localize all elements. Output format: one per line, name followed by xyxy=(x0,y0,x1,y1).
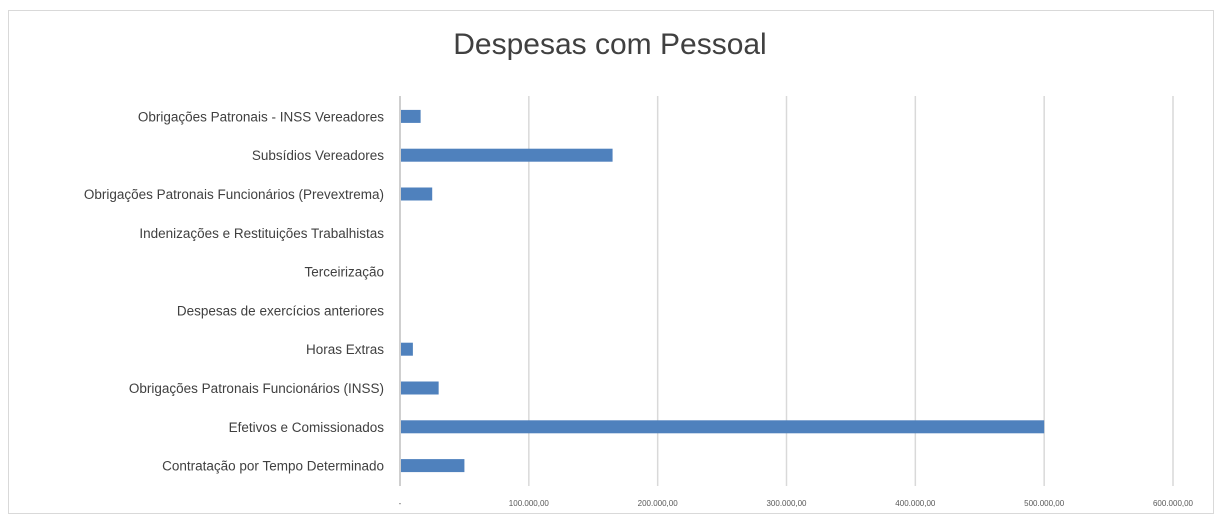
x-tick-label: 100.000,00 xyxy=(509,499,550,508)
bar xyxy=(401,109,421,123)
category-label: Subsídios Vereadores xyxy=(252,148,384,163)
category-label: Indenizações e Restituições Trabalhistas xyxy=(139,226,384,241)
category-label: Obrigações Patronais - INSS Vereadores xyxy=(138,109,384,124)
bar xyxy=(401,342,413,356)
category-label: Terceirização xyxy=(304,265,384,280)
bar xyxy=(401,381,439,395)
bar xyxy=(401,148,613,162)
x-tick-label: 400.000,00 xyxy=(895,499,936,508)
x-tick-label: 300.000,00 xyxy=(766,499,807,508)
bar xyxy=(401,420,1045,434)
x-tick-label: 200.000,00 xyxy=(638,499,679,508)
chart-title: Despesas com Pessoal xyxy=(453,28,767,61)
category-label: Contratação por Tempo Determinado xyxy=(162,459,384,474)
category-label: Efetivos e Comissionados xyxy=(229,420,385,435)
category-label: Despesas de exercícios anteriores xyxy=(177,303,384,318)
x-tick-label: 500.000,00 xyxy=(1024,499,1065,508)
x-tick-label: - xyxy=(399,499,402,508)
category-label: Horas Extras xyxy=(306,342,384,357)
bar xyxy=(401,459,465,473)
bar xyxy=(401,187,433,201)
category-label: Obrigações Patronais Funcionários (INSS) xyxy=(129,381,384,396)
x-tick-label: 600.000,00 xyxy=(1153,499,1194,508)
category-label: Obrigações Patronais Funcionários (Preve… xyxy=(84,187,384,202)
